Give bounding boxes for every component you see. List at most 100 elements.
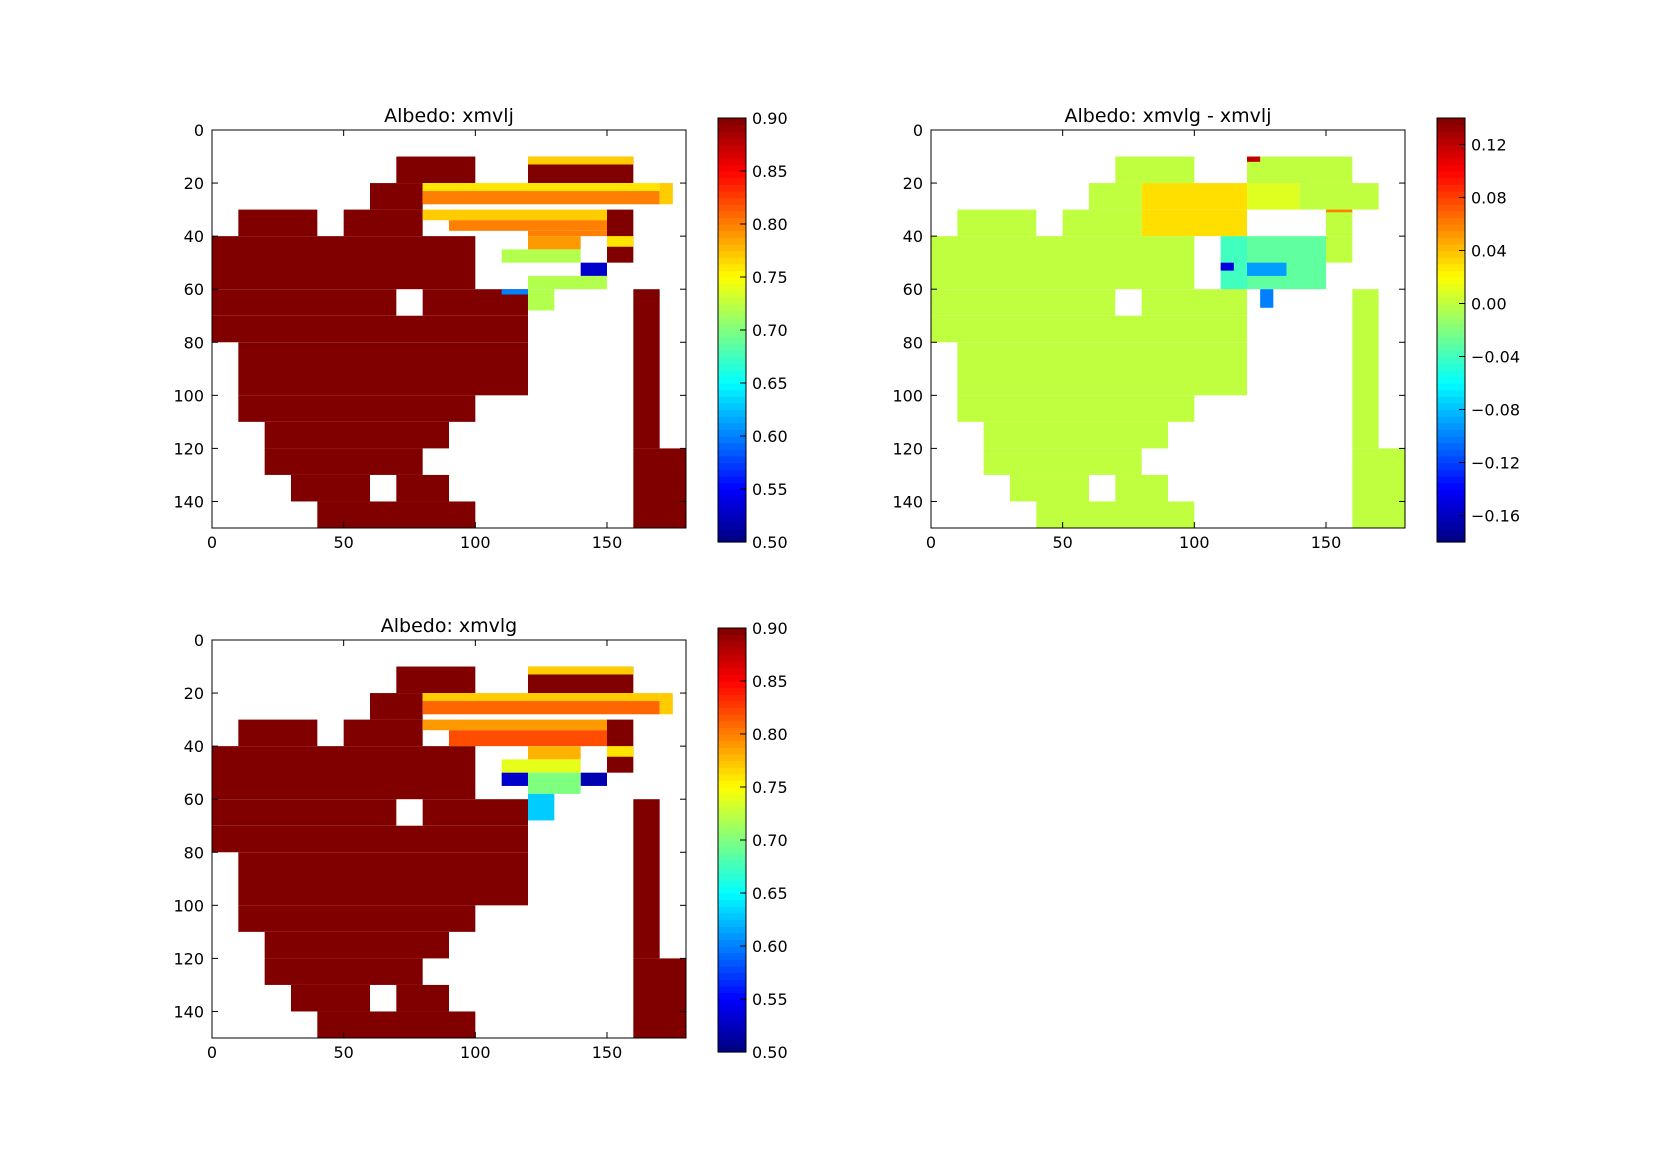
colorbar-segment xyxy=(718,442,746,450)
colorbar-segment xyxy=(1437,482,1465,490)
colorbar-segment xyxy=(718,727,746,735)
y-tick-label: 140 xyxy=(173,1002,204,1021)
colorbar-segment xyxy=(718,1018,746,1027)
heatmap-cell xyxy=(528,793,555,821)
colorbar-tick-label: 0.00 xyxy=(1471,295,1507,314)
colorbar-tick-label: 0.75 xyxy=(752,778,788,797)
colorbar-segment xyxy=(1437,363,1465,371)
colorbar-segment xyxy=(1437,184,1465,192)
colorbar-segment xyxy=(718,985,746,993)
heatmap-cell xyxy=(422,191,660,205)
heatmap-cell xyxy=(1141,183,1247,210)
heatmap-cell xyxy=(1247,262,1287,276)
heatmap-cell xyxy=(501,759,581,773)
heatmap-cell xyxy=(422,701,660,715)
heatmap-cell xyxy=(212,825,528,853)
colorbar-segment xyxy=(718,243,746,252)
colorbar-segment xyxy=(718,1038,746,1046)
colorbar-segment xyxy=(1437,204,1465,212)
colorbar-segment xyxy=(1437,369,1465,377)
colorbar-segment xyxy=(718,204,746,212)
colorbar-tick-label: 0.80 xyxy=(752,725,788,744)
colorbar-segment xyxy=(1437,535,1465,543)
colorbar-tick-label: 0.70 xyxy=(752,321,788,340)
heatmap-cell xyxy=(607,719,634,747)
colorbar-segment xyxy=(1437,349,1465,358)
heatmap-cell xyxy=(1141,289,1247,316)
colorbar-segment xyxy=(718,124,746,132)
colorbar-segment xyxy=(1437,283,1465,291)
colorbar-segment xyxy=(718,296,746,305)
colorbar-segment xyxy=(1437,131,1465,139)
colorbar-tick-label: 0.85 xyxy=(752,672,788,691)
y-tick-label: 120 xyxy=(173,439,204,458)
colorbar-segment xyxy=(718,820,746,828)
colorbar-segment xyxy=(718,250,746,258)
y-tick-label: 20 xyxy=(903,174,923,193)
heatmap-cell xyxy=(1352,448,1405,528)
colorbar-segment xyxy=(1437,303,1465,311)
colorbar-segment xyxy=(1437,336,1465,344)
heatmap-cell xyxy=(1089,183,1142,210)
colorbar-segment xyxy=(1437,436,1465,444)
colorbar-segment xyxy=(718,972,746,980)
colorbar-segment xyxy=(1437,230,1465,238)
colorbar-tick-label: −0.04 xyxy=(1471,348,1520,367)
colorbar-tick-label: 0.70 xyxy=(752,831,788,850)
colorbar-segment xyxy=(718,866,746,874)
y-tick-label: 40 xyxy=(184,227,204,246)
heatmap-cell xyxy=(983,421,1168,449)
heatmap-cell xyxy=(212,236,476,290)
heatmap-cell xyxy=(931,289,1116,316)
heatmap-cell xyxy=(1326,209,1353,237)
colorbar-segment xyxy=(718,946,746,954)
colorbar-segment xyxy=(718,455,746,464)
colorbar-segment xyxy=(718,694,746,702)
colorbar-segment xyxy=(718,389,746,397)
colorbar-segment xyxy=(1437,429,1465,437)
colorbar-segment xyxy=(718,416,746,424)
colorbar-segment xyxy=(718,747,746,755)
heatmap-cell xyxy=(659,183,673,205)
colorbar-segment xyxy=(1437,515,1465,523)
colorbar-segment xyxy=(718,714,746,722)
axes-frame xyxy=(211,129,687,529)
y-tick-label: 80 xyxy=(903,333,923,352)
colorbar-segment xyxy=(1437,449,1465,457)
colorbar-segment xyxy=(718,217,746,225)
colorbar-segment xyxy=(718,449,746,457)
heatmap-cell xyxy=(212,799,397,826)
colorbar-segment xyxy=(718,237,746,245)
colorbar-segment xyxy=(718,396,746,404)
x-tick-label: 100 xyxy=(460,533,491,552)
colorbar-segment xyxy=(718,661,746,669)
heatmap-cell xyxy=(501,772,528,786)
heatmap-cell xyxy=(422,209,607,221)
colorbar-segment xyxy=(718,912,746,921)
colorbar-segment xyxy=(718,740,746,748)
colorbar-segment xyxy=(718,826,746,834)
heatmap-cell xyxy=(1115,474,1168,502)
colorbar-segment xyxy=(718,919,746,927)
heatmap-cell xyxy=(501,289,528,295)
colorbar-segment xyxy=(718,383,746,391)
colorbar-segment xyxy=(718,343,746,351)
colorbar-segment xyxy=(718,979,746,987)
heatmap-cell xyxy=(528,275,607,290)
colorbar-segment xyxy=(718,886,746,894)
colorbar-segment xyxy=(1437,224,1465,232)
colorbar-tick-label: 0.55 xyxy=(752,480,788,499)
y-tick-label: 40 xyxy=(184,737,204,756)
colorbar-segment xyxy=(718,323,746,331)
colorbar-segment xyxy=(718,436,746,444)
colorbar-segment xyxy=(718,230,746,238)
heatmap-cell xyxy=(528,156,634,165)
heatmap-cell xyxy=(212,746,476,800)
colorbar-segment xyxy=(718,926,746,934)
heatmap-cell xyxy=(580,262,607,276)
heatmap-cell xyxy=(528,746,581,760)
colorbar-segment xyxy=(718,144,746,152)
colorbar-segment xyxy=(718,349,746,358)
colorbar-segment xyxy=(718,800,746,808)
heatmap-cell xyxy=(580,772,607,786)
